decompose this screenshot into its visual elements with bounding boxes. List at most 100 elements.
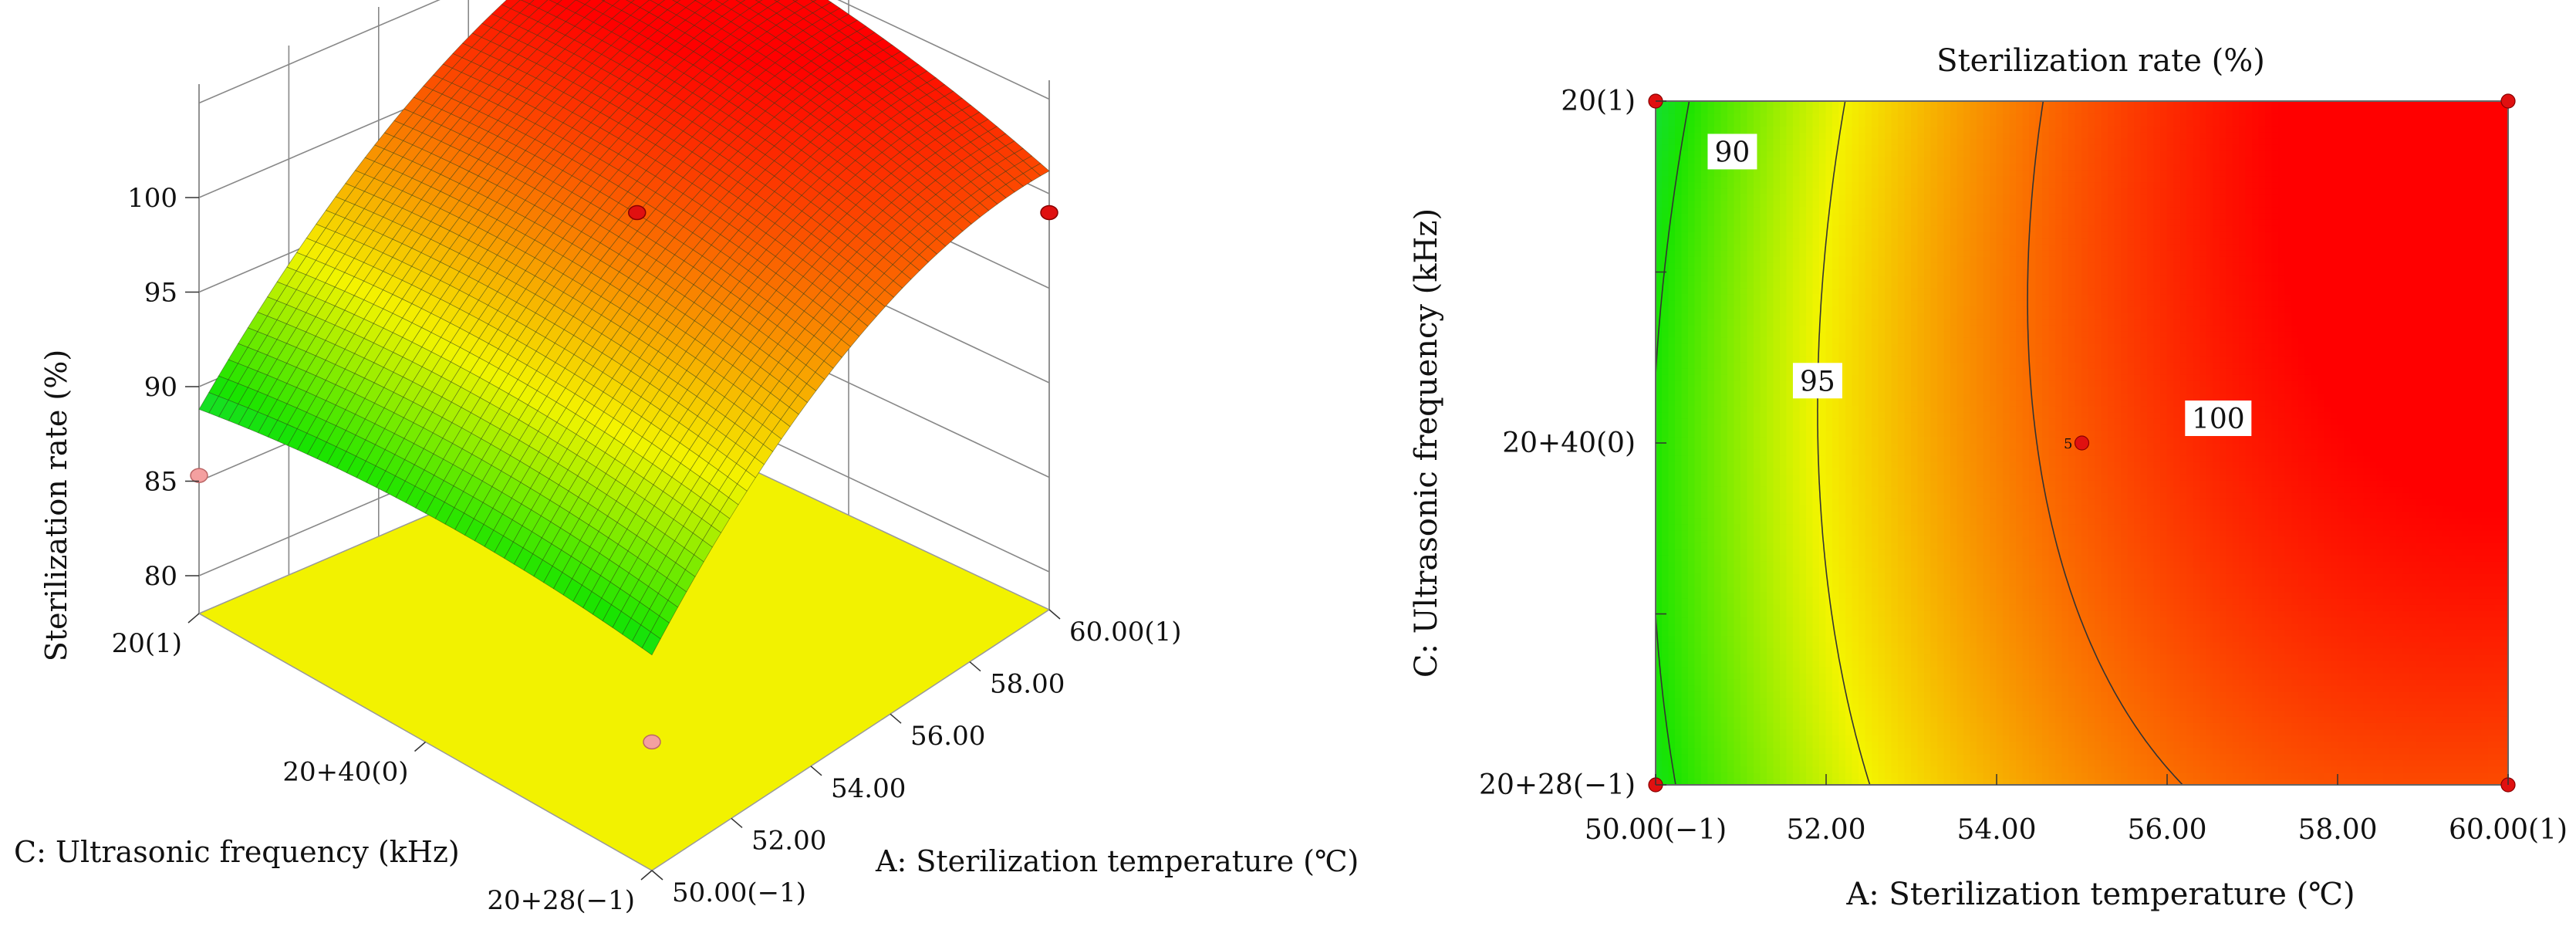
heatmap-cell [1787, 666, 1794, 673]
heatmap-cell [1734, 318, 1742, 325]
heatmap-cell [1695, 617, 1703, 624]
heatmap-cell [1747, 350, 1755, 357]
heatmap-cell [1806, 492, 1814, 499]
heatmap-cell [1819, 759, 1827, 766]
heatmap-cell [1806, 704, 1814, 711]
heatmap-cell [1734, 368, 1742, 375]
heatmap-cell [1695, 598, 1703, 605]
heatmap-cell [1727, 212, 1735, 219]
heatmap-cell [1800, 455, 1808, 462]
heatmap-cell [1695, 529, 1703, 536]
heatmap-cell [1721, 393, 1729, 400]
heatmap-cell [1806, 418, 1814, 424]
heatmap-cell [1688, 542, 1696, 549]
heatmap-cell [1754, 269, 1761, 276]
heatmap-cell [1669, 287, 1676, 294]
heatmap-cell [1767, 617, 1774, 624]
heatmap-cell [1754, 411, 1761, 418]
heatmap-cell [1780, 144, 1788, 151]
heatmap-cell [1819, 480, 1827, 487]
heatmap-cell [1793, 225, 1801, 232]
heatmap-cell [1682, 523, 1690, 530]
heatmap-cell [1714, 505, 1722, 512]
heatmap-cell [1701, 399, 1709, 406]
heatmap-cell [1767, 418, 1774, 424]
heatmap-cell [1747, 505, 1755, 512]
heatmap-cell [1669, 529, 1676, 536]
heatmap-cell [1688, 685, 1696, 692]
heatmap-cell [1701, 542, 1709, 549]
heatmap-cell [1734, 753, 1742, 760]
heatmap-cell [1767, 163, 1774, 170]
heatmap-cell [1806, 449, 1814, 456]
heatmap-cell [1688, 735, 1696, 742]
heatmap-cell [1688, 144, 1696, 151]
heatmap-cell [1695, 405, 1703, 412]
heatmap-cell [1754, 561, 1761, 568]
heatmap-cell [1754, 586, 1761, 593]
heatmap-cell [1767, 747, 1774, 754]
heatmap-cell [1734, 468, 1742, 475]
heatmap-cell [1780, 741, 1788, 748]
heatmap-cell [1701, 163, 1709, 170]
heatmap-cell [1695, 673, 1703, 680]
heatmap-cell [1747, 225, 1755, 232]
heatmap-cell [1806, 356, 1814, 363]
heatmap-cell [1819, 691, 1827, 698]
heatmap-cell [1734, 411, 1742, 418]
heatmap-cell [1747, 461, 1755, 468]
heatmap-cell [1800, 157, 1808, 164]
heatmap-cell [1662, 741, 1670, 748]
heatmap-cell [1747, 617, 1755, 624]
heatmap-cell [1688, 287, 1696, 294]
heatmap-cell [1688, 468, 1696, 475]
heatmap-cell [1767, 343, 1774, 350]
heatmap-cell [1754, 604, 1761, 611]
heatmap-cell [1774, 362, 1781, 369]
heatmap-cell [1774, 747, 1781, 754]
heatmap-cell [1780, 126, 1788, 133]
heatmap-cell [1793, 641, 1801, 648]
heatmap-cell [1662, 586, 1670, 593]
heatmap-cell [1714, 324, 1722, 331]
heatmap-cell [1701, 548, 1709, 555]
heatmap-cell [1734, 324, 1742, 331]
heatmap-cell [1688, 138, 1696, 145]
heatmap-cell [1761, 107, 1768, 114]
heatmap-cell [1688, 461, 1696, 468]
heatmap-cell [1780, 474, 1788, 481]
heatmap-cell [1669, 766, 1676, 773]
heatmap-cell [1701, 561, 1709, 568]
heatmap-cell [1793, 617, 1801, 624]
heatmap-cell [1754, 350, 1761, 357]
heatmap-cell [1708, 698, 1716, 705]
heatmap-cell [1774, 206, 1781, 213]
heatmap-cell [1682, 337, 1690, 344]
heatmap-cell [1714, 299, 1722, 306]
heatmap-cell [1780, 461, 1788, 468]
heatmap-cell [1740, 107, 1748, 114]
heatmap-cell [1662, 219, 1670, 226]
heatmap-cell [1701, 635, 1709, 642]
heatmap-cell [1747, 232, 1755, 238]
heatmap-cell [1813, 436, 1821, 443]
heatmap-cell [1721, 468, 1729, 475]
heatmap-cell [1675, 350, 1683, 357]
heatmap-cell [1806, 225, 1814, 232]
heatmap-cell [1682, 219, 1690, 226]
heatmap-cell [1734, 181, 1742, 188]
heatmap-cell [1682, 324, 1690, 331]
heatmap-cell [1708, 343, 1716, 350]
heatmap-cell [1721, 722, 1729, 729]
heatmap-cell [1787, 287, 1794, 294]
heatmap-cell [1727, 673, 1735, 680]
heatmap-cell [1819, 660, 1827, 667]
heatmap-cell [1793, 666, 1801, 673]
heatmap-cell [1714, 598, 1722, 605]
heatmap-cell [1701, 113, 1709, 120]
heatmap-cell [1787, 747, 1794, 754]
heatmap-cell [1819, 455, 1827, 462]
heatmap-cell [1721, 262, 1729, 269]
heatmap-cell [1787, 120, 1794, 127]
heatmap-cell [1714, 455, 1722, 462]
